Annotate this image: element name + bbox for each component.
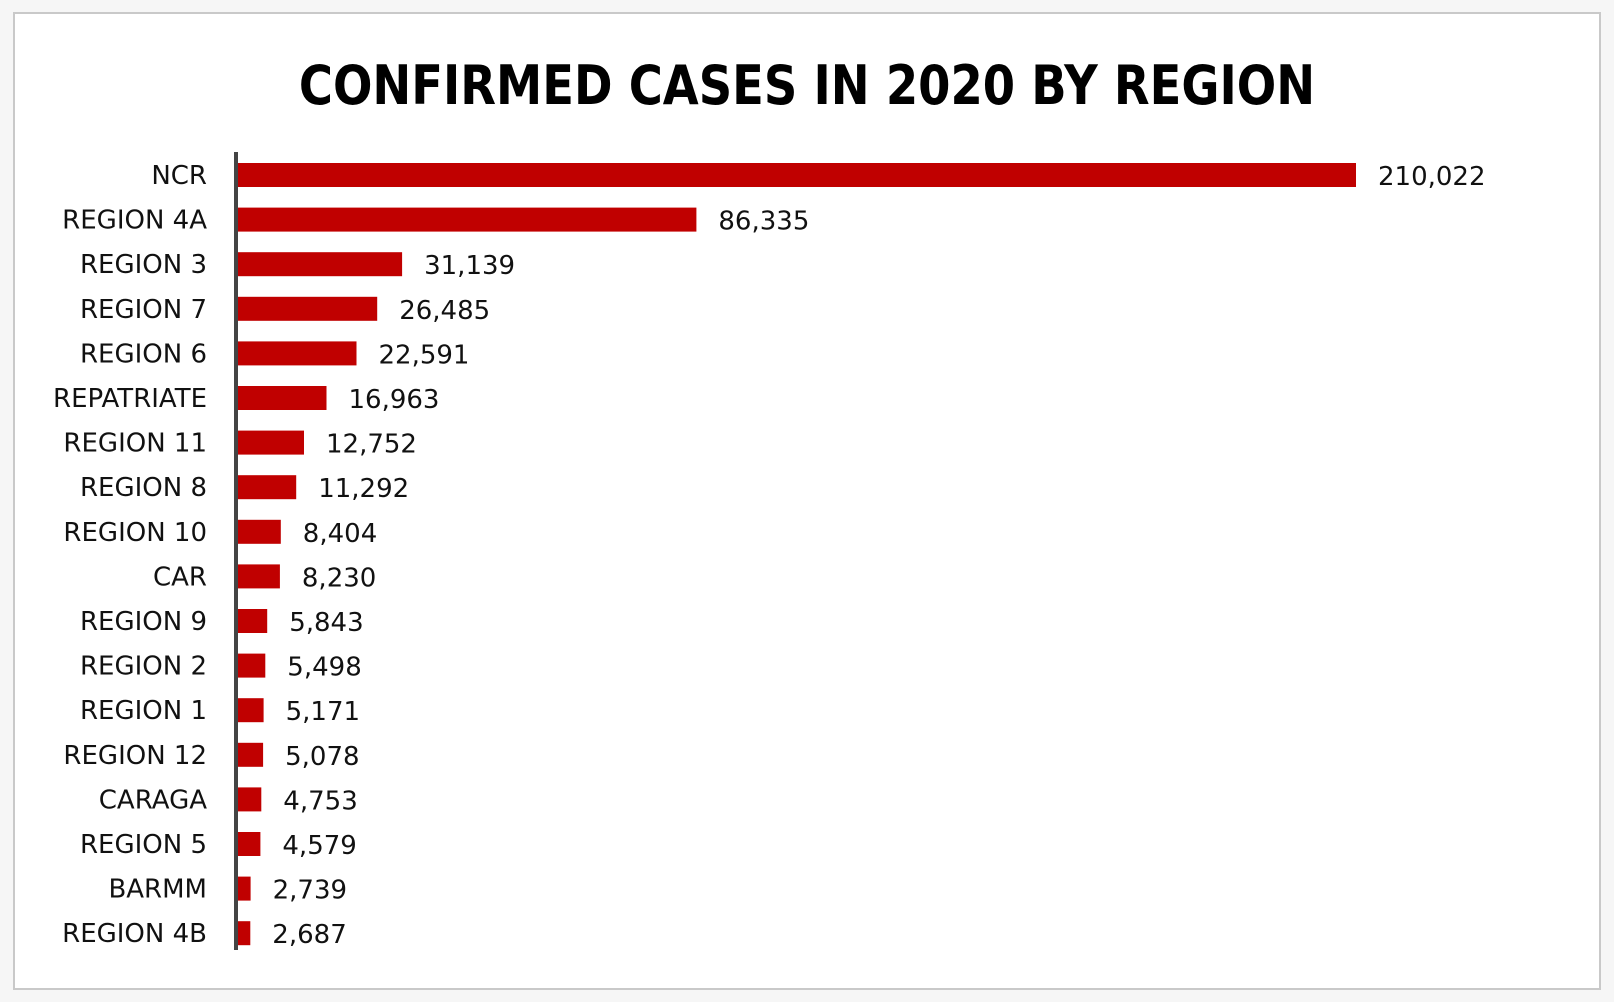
bar-barmm (236, 876, 251, 901)
category-label: BARMM (108, 875, 207, 905)
bar-region-10 (236, 519, 281, 544)
category-label: REGION 3 (80, 250, 207, 280)
data-label: 4,579 (282, 831, 356, 861)
data-label: 4,753 (283, 786, 357, 816)
bar-region-9 (236, 609, 268, 633)
data-label: 16,963 (349, 385, 440, 415)
data-label: 11,292 (318, 474, 409, 504)
bar-region-7 (236, 296, 378, 321)
category-label: REGION 11 (63, 429, 207, 459)
chart-title: CONFIRMED CASES IN 2020 BY REGION (298, 54, 1316, 117)
category-label: REGION 4B (62, 919, 207, 949)
bar-region-8 (236, 475, 297, 500)
category-label: REGION 2 (80, 652, 207, 682)
data-label: 2,739 (273, 876, 347, 906)
category-label: CAR (153, 562, 207, 592)
bar-region-4a (236, 207, 697, 232)
category-label: REGION 4A (62, 206, 207, 236)
data-label: 86,335 (718, 207, 809, 237)
category-label: REGION 7 (80, 295, 207, 325)
data-label: 31,139 (424, 251, 515, 281)
category-label: REGION 5 (80, 830, 207, 860)
data-label: 5,078 (285, 742, 359, 772)
bar-region-4b (236, 921, 251, 946)
bar-repatriate (236, 386, 327, 410)
data-label: 2,687 (272, 920, 346, 950)
data-label: 5,843 (289, 608, 363, 638)
data-label: 22,591 (379, 340, 470, 370)
category-label: REGION 10 (63, 518, 207, 548)
data-label: 8,404 (303, 519, 377, 549)
category-label: REPATRIATE (53, 384, 207, 414)
category-label: NCR (151, 161, 207, 191)
bar-ncr (236, 163, 1356, 187)
bar-region-12 (236, 742, 264, 767)
category-label: CARAGA (99, 785, 207, 815)
bar-region-3 (236, 252, 403, 277)
category-label: REGION 12 (63, 741, 207, 771)
bar-car (236, 564, 280, 589)
data-label: 5,498 (287, 653, 361, 683)
category-label: REGION 6 (80, 339, 207, 369)
bar-region-2 (236, 653, 266, 678)
bar-region-6 (236, 341, 357, 366)
data-label: 8,230 (302, 563, 376, 593)
category-label: REGION 1 (80, 696, 207, 726)
bar-caraga (236, 787, 262, 812)
category-label: REGION 8 (80, 473, 207, 503)
category-label: REGION 9 (80, 607, 207, 637)
data-label: 210,022 (1378, 162, 1486, 192)
bar-region-5 (236, 832, 261, 856)
data-label: 12,752 (326, 430, 417, 460)
bar-region-11 (236, 430, 304, 455)
data-label: 26,485 (399, 296, 490, 326)
bar-region-1 (236, 698, 264, 723)
data-label: 5,171 (286, 697, 360, 727)
